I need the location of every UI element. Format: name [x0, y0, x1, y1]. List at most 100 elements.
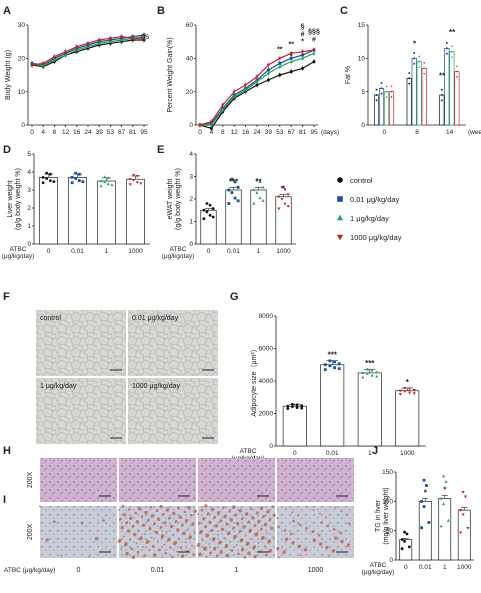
- lipid-droplet: [220, 527, 225, 532]
- data-point: [289, 56, 293, 60]
- lipid-droplet: [347, 522, 351, 525]
- bar: [395, 390, 420, 447]
- data-point: [77, 172, 81, 176]
- lipid-droplet: [205, 555, 208, 558]
- annotation: §: [301, 23, 305, 30]
- data-point: [461, 513, 465, 517]
- data-point: [135, 181, 139, 184]
- data-point: [413, 52, 416, 54]
- lipid-droplet: [159, 504, 163, 509]
- lipid-droplet: [165, 530, 168, 533]
- data-point: [446, 518, 450, 522]
- x-tick-label: 1000: [276, 248, 291, 255]
- data-point: [108, 37, 113, 41]
- lipid-droplet: [149, 505, 153, 509]
- lipid-droplet: [208, 520, 212, 525]
- panel-letter-j: J: [372, 445, 378, 457]
- data-point: [286, 407, 290, 410]
- lipid-droplet: [140, 515, 144, 518]
- y-tick-label: 8000: [259, 313, 274, 320]
- significance-mark: *: [424, 488, 428, 497]
- lipid-droplet: [154, 530, 158, 534]
- lipid-droplet: [169, 547, 172, 549]
- x-tick-label: 8: [415, 129, 419, 136]
- lipid-droplet: [240, 548, 245, 552]
- x-tick-label: 4: [41, 129, 45, 136]
- data-point: [361, 371, 365, 374]
- y-tick-label: 150: [382, 469, 393, 476]
- data-point: [110, 183, 114, 187]
- lipid-droplet: [232, 505, 236, 509]
- lipid-droplet: [277, 525, 280, 529]
- lipid-droplet: [263, 545, 266, 548]
- y-tick-label: 20: [186, 89, 194, 96]
- lipid-droplet: [163, 543, 166, 546]
- data-point: [444, 480, 448, 483]
- lipid-droplet: [199, 531, 202, 535]
- x-tick-label: 1: [368, 450, 372, 457]
- data-point: [418, 65, 421, 68]
- data-point: [70, 181, 74, 185]
- lipid-droplet: [170, 555, 174, 559]
- chart-d-liver-weight: 0 1 2 3 4 5 Liver weight(g/g body weight %) 0 0.…: [2, 151, 150, 260]
- annotation: #: [312, 37, 316, 44]
- lipid-droplet: [340, 510, 343, 513]
- x-tick-label: 0: [47, 248, 51, 255]
- lipid-droplet: [131, 526, 134, 528]
- panel-letter-b: B: [157, 5, 165, 17]
- lipid-droplet: [253, 555, 257, 559]
- data-point: [277, 195, 281, 199]
- data-point: [412, 392, 416, 396]
- data-point: [380, 82, 383, 84]
- significance-mark: ***: [229, 177, 239, 186]
- data-point: [86, 42, 90, 46]
- x-tick-label: 39: [265, 129, 273, 136]
- data-point: [408, 77, 411, 80]
- data-point: [312, 48, 316, 52]
- significance-mark: *: [413, 39, 417, 48]
- data-point: [333, 360, 336, 364]
- legend-marker: [336, 234, 344, 241]
- lipid-droplet: [225, 554, 230, 558]
- lipid-droplet: [331, 549, 336, 553]
- panel-letter-e: E: [157, 144, 164, 156]
- data-point: [132, 173, 136, 177]
- data-point: [233, 196, 237, 200]
- y-axis-label: Liver weight(g/g body weight %): [7, 168, 22, 230]
- bar: [406, 77, 412, 126]
- panel-letter-c: C: [340, 5, 348, 17]
- lipid-droplet: [232, 527, 234, 530]
- lipid-droplet: [320, 521, 323, 524]
- significance-mark: ***: [328, 351, 338, 360]
- x-tick-label: 81: [129, 129, 137, 136]
- data-point: [408, 391, 412, 395]
- oil-red-micrograph: [277, 506, 354, 558]
- lipid-droplet: [346, 543, 351, 547]
- data-point: [266, 78, 270, 82]
- data-point: [74, 177, 78, 180]
- data-point: [398, 389, 402, 393]
- annotation: #: [301, 32, 305, 39]
- lipid-droplet: [126, 529, 131, 533]
- data-point: [81, 180, 85, 184]
- lipid-droplet: [306, 505, 309, 508]
- lipid-droplet: [161, 556, 163, 559]
- lipid-droplet: [233, 536, 236, 539]
- x-tick-label: 0.01: [227, 248, 240, 255]
- he-micrograph: [40, 458, 117, 502]
- lipid-droplet: [325, 545, 329, 550]
- lipid-droplet: [243, 556, 247, 559]
- data-point: [422, 505, 426, 509]
- bar: [68, 177, 87, 245]
- lipid-droplet: [180, 554, 185, 558]
- data-point: [233, 180, 237, 184]
- data-point: [86, 44, 90, 48]
- lipid-droplet: [254, 533, 258, 537]
- lipid-droplet: [299, 554, 302, 556]
- lipid-droplet: [153, 553, 157, 557]
- x-tick-label: 0: [207, 248, 211, 255]
- bar: [444, 47, 450, 126]
- lipid-droplet: [129, 516, 133, 520]
